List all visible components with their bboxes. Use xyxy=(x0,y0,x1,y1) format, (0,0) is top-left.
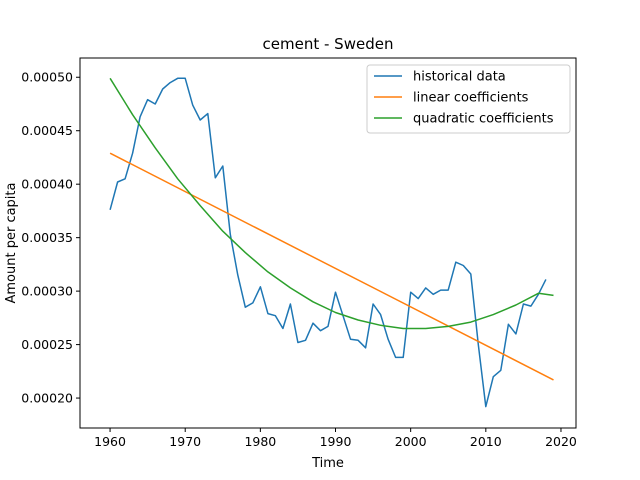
x-tick-label: 2020 xyxy=(545,434,577,449)
quadratic-fit-line xyxy=(109,77,554,330)
y-tick-label: 0.00040 xyxy=(21,177,73,192)
x-tick-label: 2010 xyxy=(470,434,502,449)
historical-data-line xyxy=(109,77,547,408)
legend-box xyxy=(366,64,571,134)
plot-frame xyxy=(79,57,577,429)
x-axis-title: Time xyxy=(311,456,344,471)
y-tick-label: 0.00045 xyxy=(21,123,73,138)
x-tick-label: 2000 xyxy=(395,434,427,449)
legend-item-quadratic-coefficients: quadratic coefficients xyxy=(413,112,554,127)
x-tick-label: 1960 xyxy=(94,434,126,449)
chart-title: cement - Sweden xyxy=(263,35,394,53)
series-layer xyxy=(109,77,554,408)
x-tick-label: 1990 xyxy=(320,434,352,449)
legend: historical data linear coefficients quadra… xyxy=(366,64,571,134)
y-tick-label: 0.00025 xyxy=(21,337,73,352)
x-tick-label: 1970 xyxy=(169,434,201,449)
y-tick-label: 0.00030 xyxy=(21,284,73,299)
y-axis: 0.00020 0.00025 0.00030 0.00035 0.00040 0.000… xyxy=(21,70,80,406)
y-tick-label: 0.00035 xyxy=(21,230,73,245)
x-tick-label: 1980 xyxy=(244,434,276,449)
legend-item-linear-coefficients: linear coefficients xyxy=(413,91,529,106)
legend-item-historical-data: historical data xyxy=(413,70,506,85)
y-tick-label: 0.00050 xyxy=(21,70,73,85)
linear-fit-line xyxy=(109,152,554,381)
x-axis: 1960 1970 1980 1990 2000 2010 2020 xyxy=(94,428,577,449)
y-axis-title: Amount per capita xyxy=(4,183,19,304)
y-tick-label: 0.00020 xyxy=(21,391,73,406)
